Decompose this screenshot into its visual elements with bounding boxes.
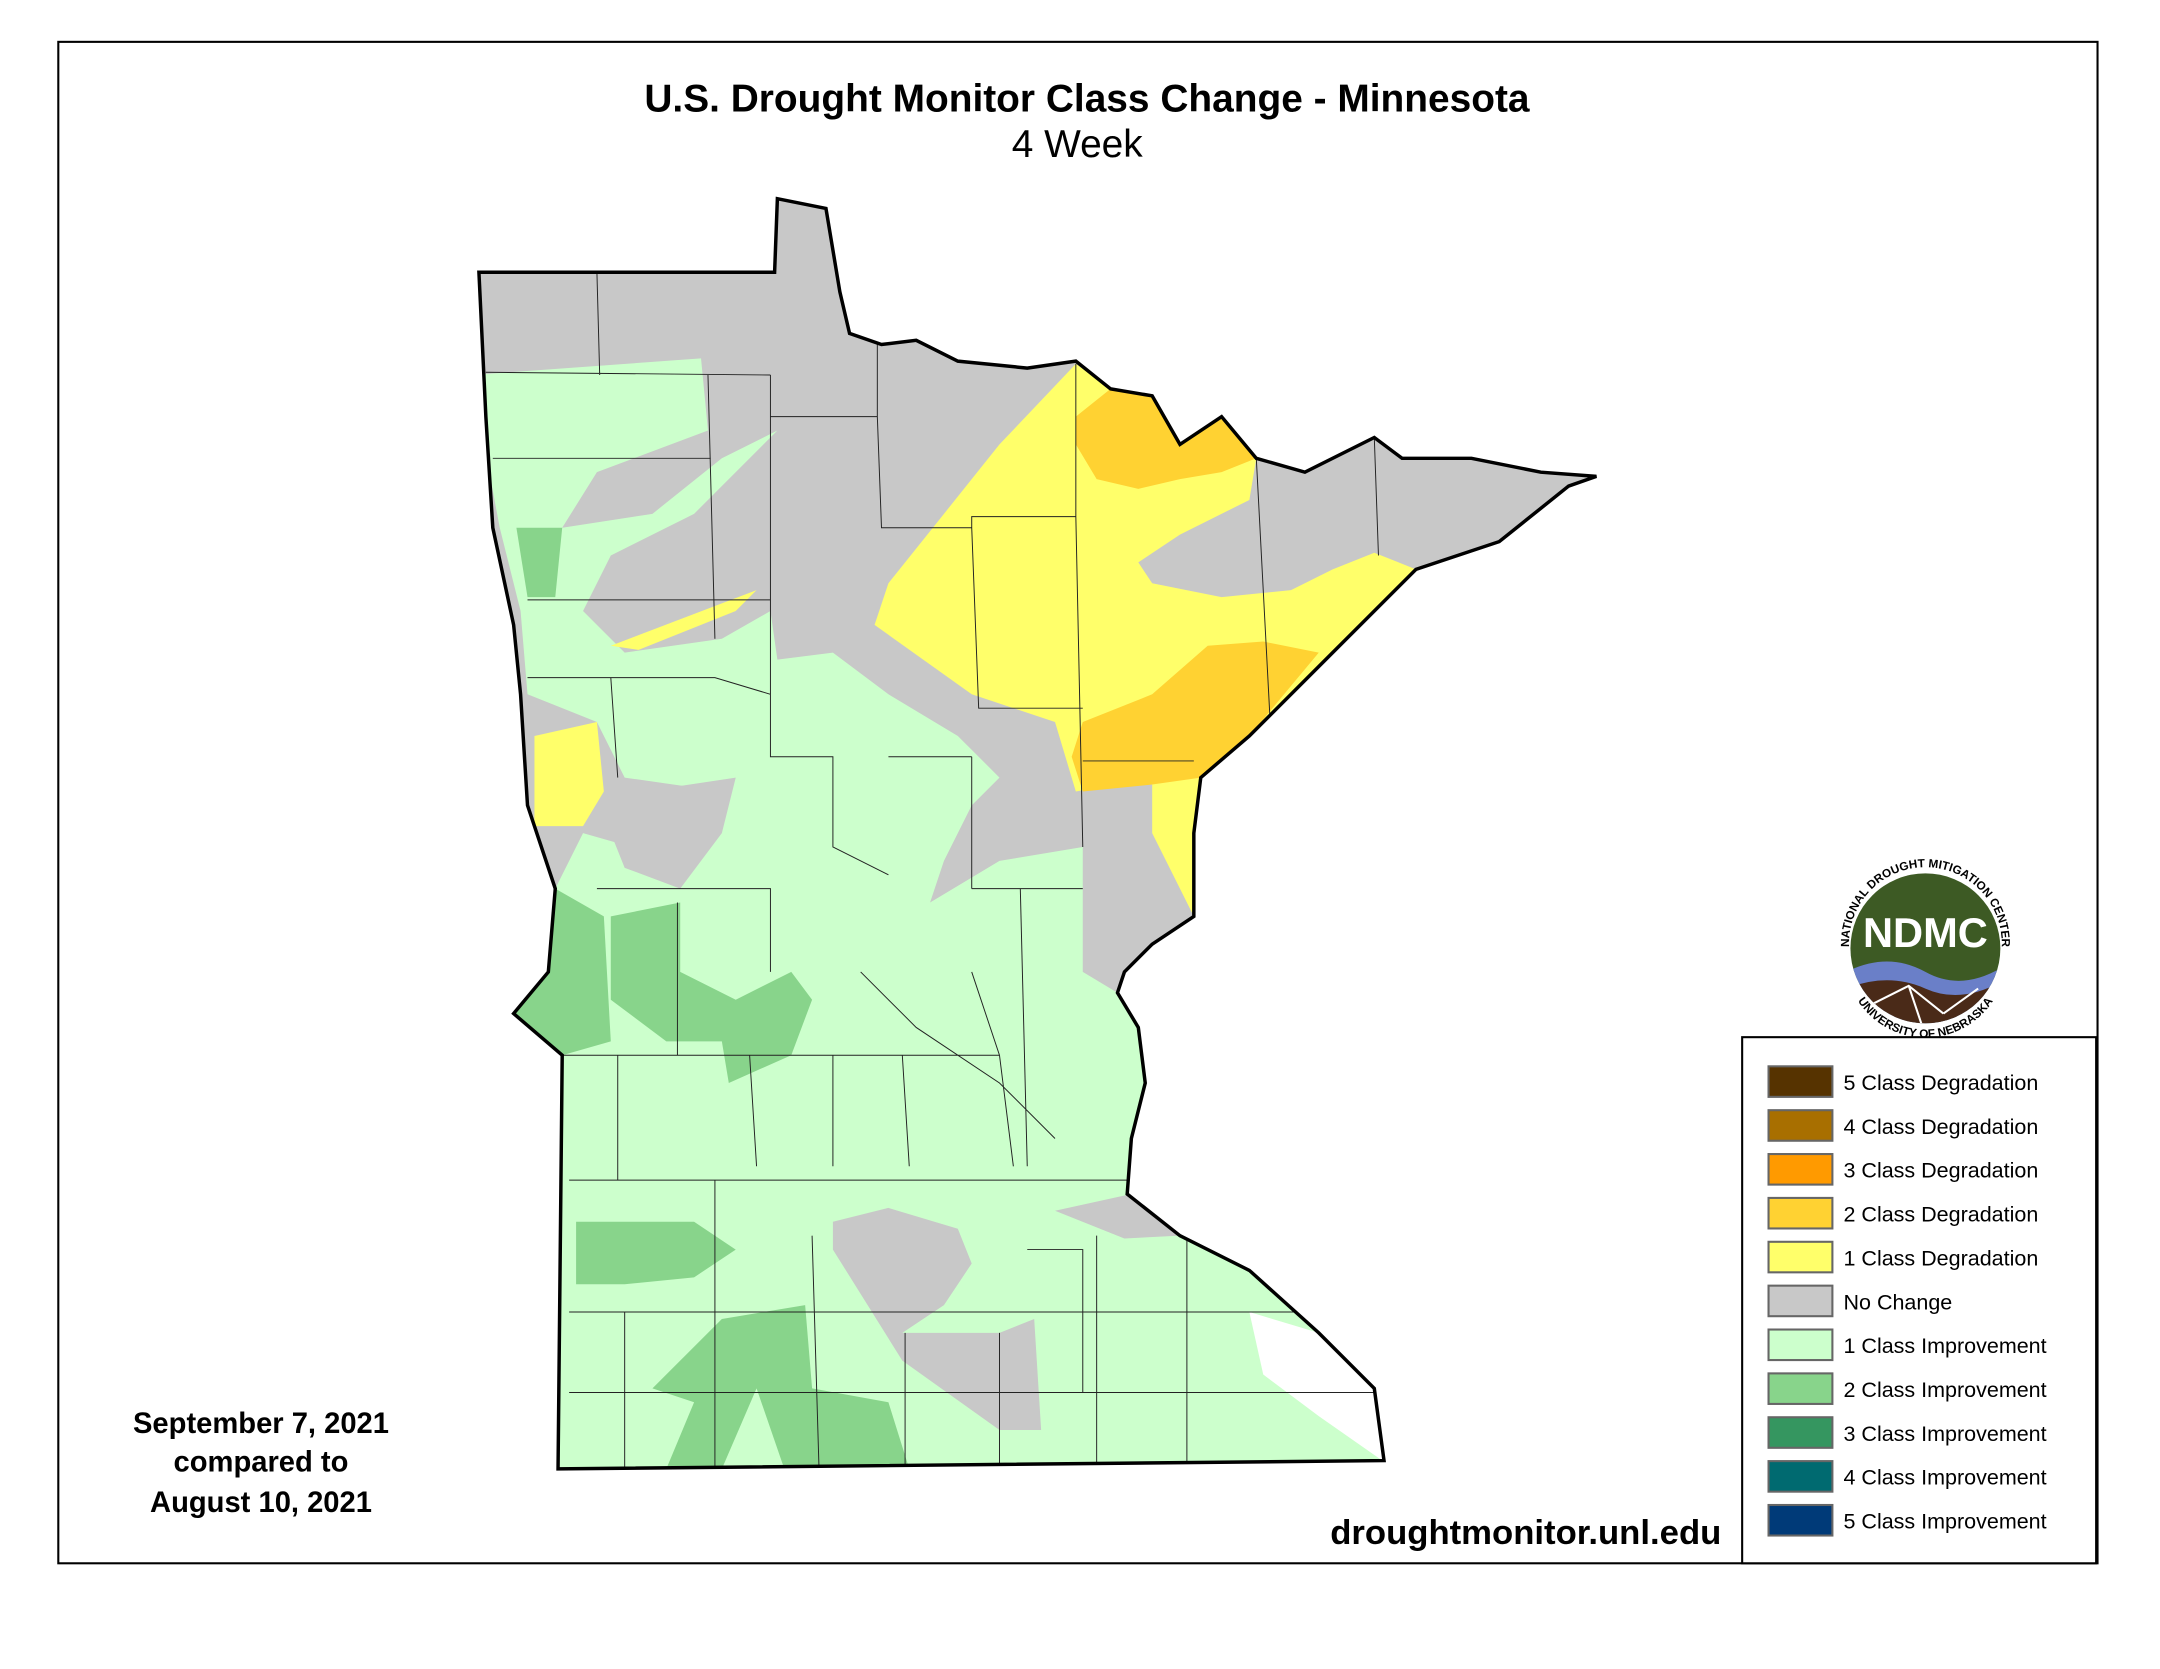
legend-item: 4 Class Improvement [1767,1460,2047,1493]
legend-swatch [1767,1372,1834,1405]
legend-swatch [1767,1109,1834,1142]
legend-swatch [1767,1153,1834,1186]
compared-to-label: compared to [174,1447,349,1479]
legend-item: 3 Class Improvement [1767,1416,2047,1449]
legend-swatch [1767,1416,1834,1449]
legend-label: 5 Class Degradation [1843,1071,2038,1095]
map-subtitle: 4 Week [1012,123,1144,166]
region-2-class-degradation [1071,388,1319,792]
legend-label: No Change [1843,1290,1952,1314]
legend-label: 4 Class Improvement [1843,1466,2046,1490]
county-lines [485,272,1382,1469]
date-comparison: September 7, 2021 compared to August 10,… [133,1408,389,1519]
legend-label: 2 Class Improvement [1843,1378,2046,1402]
legend-item: 4 Class Degradation [1767,1109,2038,1142]
legend-label: 5 Class Improvement [1843,1510,2046,1534]
region-2-class-improvement [513,527,910,1469]
legend-item: No Change [1767,1284,1952,1318]
legend-label: 3 Class Degradation [1843,1159,2038,1183]
legend-item: 1 Class Degradation [1767,1240,2038,1274]
ndmc-wordmark: NDMC [1863,909,1988,956]
legend-swatch [1767,1240,1834,1274]
map-title: U.S. Drought Monitor Class Change - Minn… [644,77,1530,120]
legend-item: 5 Class Degradation [1767,1065,2038,1098]
legend-swatch [1767,1065,1834,1098]
legend-item: 1 Class Improvement [1767,1328,2047,1362]
legend-item: 3 Class Degradation [1767,1153,2038,1186]
legend-item: 2 Class Improvement [1767,1372,2047,1405]
legend-item: 2 Class Degradation [1767,1196,2038,1230]
legend-swatch [1767,1503,1834,1537]
region-1-class-improvement [478,358,1389,1469]
legend-label: 1 Class Degradation [1843,1246,2038,1270]
region-no-data [1249,1312,1389,1465]
region-no-change-south [596,777,1180,1431]
legend-swatch [1767,1284,1834,1318]
legend-label: 2 Class Degradation [1843,1203,2038,1227]
legend-label: 3 Class Improvement [1843,1422,2046,1446]
ndmc-logo: NDMC NATIONAL DROUGHT MITIGATION CENTER … [1839,857,2012,1041]
current-date: September 7, 2021 [133,1408,389,1440]
legend-item: 5 Class Improvement [1767,1503,2047,1537]
previous-date: August 10, 2021 [150,1487,372,1519]
legend: 5 Class Degradation 4 Class Degradation 3 … [1741,1036,2098,1565]
source-url: droughtmonitor.unl.edu [1330,1514,1721,1552]
legend-label: 1 Class Improvement [1843,1334,2046,1358]
legend-swatch [1767,1328,1834,1362]
legend-label: 4 Class Degradation [1843,1115,2038,1139]
legend-swatch [1767,1196,1834,1230]
legend-swatch [1767,1460,1834,1493]
